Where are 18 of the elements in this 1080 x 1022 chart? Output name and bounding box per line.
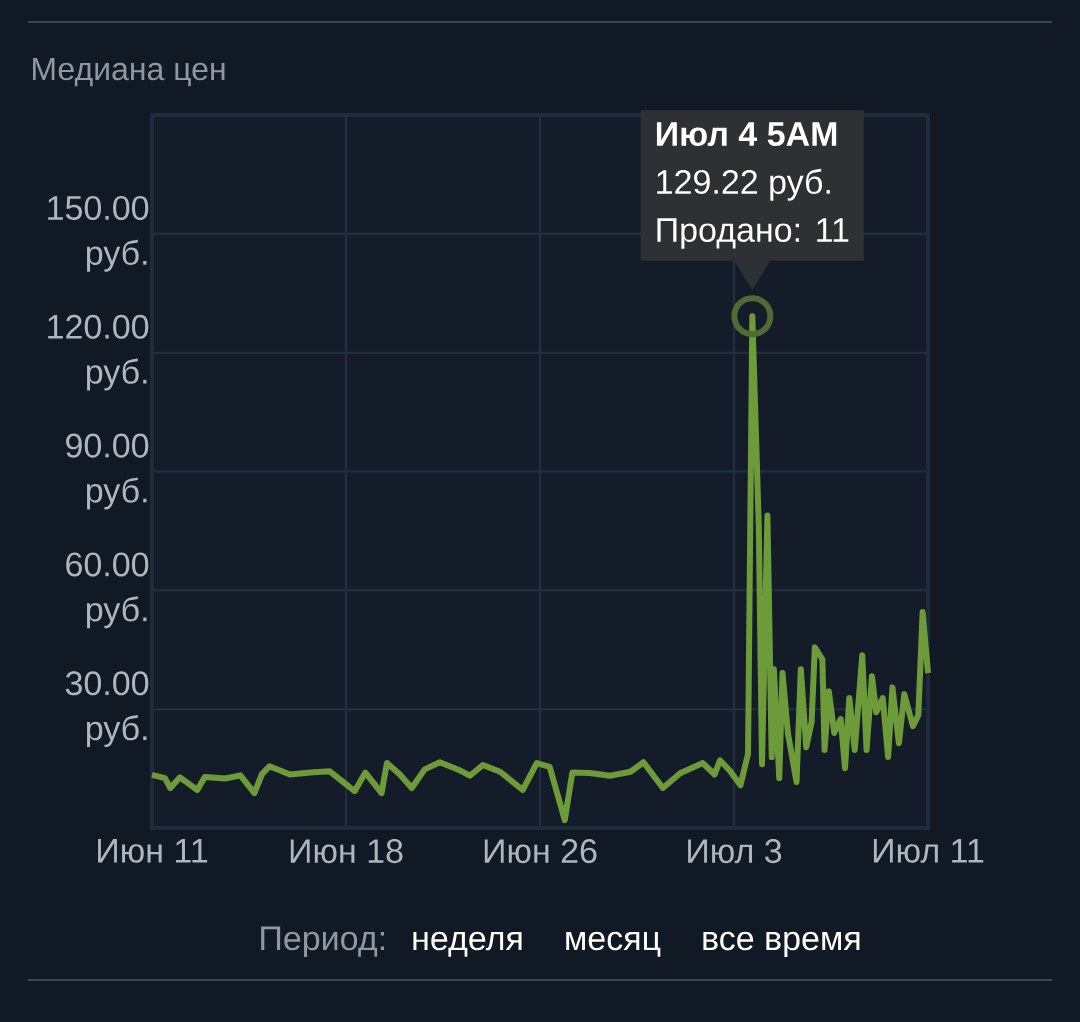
x-tick-label: Июл 3 [688,839,782,864]
y-tick-label: 120.00 руб. [48,314,149,391]
y-tick-label: 30.00 руб. [65,671,149,748]
text: Период: [261,926,385,958]
y-tick-label: 60.00 руб. [66,552,149,629]
text: все время [703,931,860,958]
y-tick-label: 150.00 руб. [48,195,149,272]
annotation: 129.22 руб. [657,168,830,201]
y-tick-label: 90.00 руб. [66,433,149,510]
chart-title: Медиана цен [33,57,225,87]
annotation: Продано: 11 [657,218,849,249]
x-tick-label: Июн 11 [98,839,208,863]
text: месяц [566,931,661,957]
annotation: Июл 4 5AM [656,122,837,147]
x-tick-label: Июн 26 [484,839,597,864]
text: неделя [413,931,522,957]
x-tick-label: Июн 18 [290,839,403,864]
x-tick-label: Июл 11 [873,839,984,863]
